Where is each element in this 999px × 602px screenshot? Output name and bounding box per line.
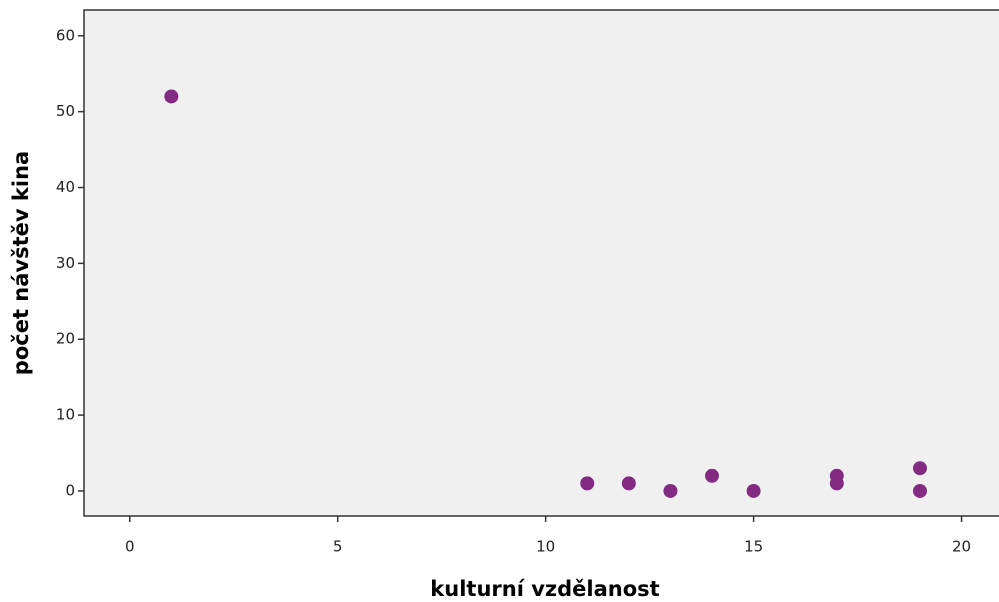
- y-tick-label: 60: [56, 26, 75, 44]
- x-tick-label: 5: [333, 538, 343, 556]
- x-tick-label: 10: [536, 538, 555, 556]
- y-tick-label: 50: [56, 102, 75, 120]
- point: [663, 483, 678, 498]
- y-tick-label: 0: [65, 481, 75, 499]
- y-axis-title: počet návštěv kina: [9, 151, 33, 375]
- point: [829, 476, 844, 491]
- x-axis-title: kulturní vzdělanost: [430, 577, 659, 601]
- point: [705, 468, 720, 483]
- x-tick-label: 20: [952, 538, 971, 556]
- y-tick-label: 10: [56, 406, 75, 424]
- point: [164, 89, 179, 104]
- point: [912, 461, 927, 476]
- x-tick-label: 15: [744, 538, 763, 556]
- y-tick-label: 20: [56, 330, 75, 348]
- point: [621, 476, 636, 491]
- x-tick-label: 0: [125, 538, 135, 556]
- y-tick-label: 30: [56, 254, 75, 272]
- y-tick-label: 40: [56, 178, 75, 196]
- point: [580, 476, 595, 491]
- plot-area: [83, 9, 999, 517]
- point: [746, 483, 761, 498]
- point: [912, 483, 927, 498]
